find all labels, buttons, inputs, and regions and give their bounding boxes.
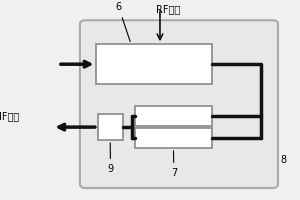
Text: 6: 6 — [116, 2, 130, 42]
Text: IF输出: IF输出 — [0, 111, 20, 121]
Text: 9: 9 — [107, 143, 114, 174]
Bar — [96, 44, 212, 84]
Text: RF输入: RF输入 — [156, 4, 180, 14]
Bar — [98, 114, 123, 140]
Bar — [135, 128, 212, 148]
Bar — [135, 106, 212, 126]
Text: 7: 7 — [171, 151, 177, 178]
Text: 8: 8 — [281, 155, 287, 165]
FancyBboxPatch shape — [80, 20, 278, 188]
